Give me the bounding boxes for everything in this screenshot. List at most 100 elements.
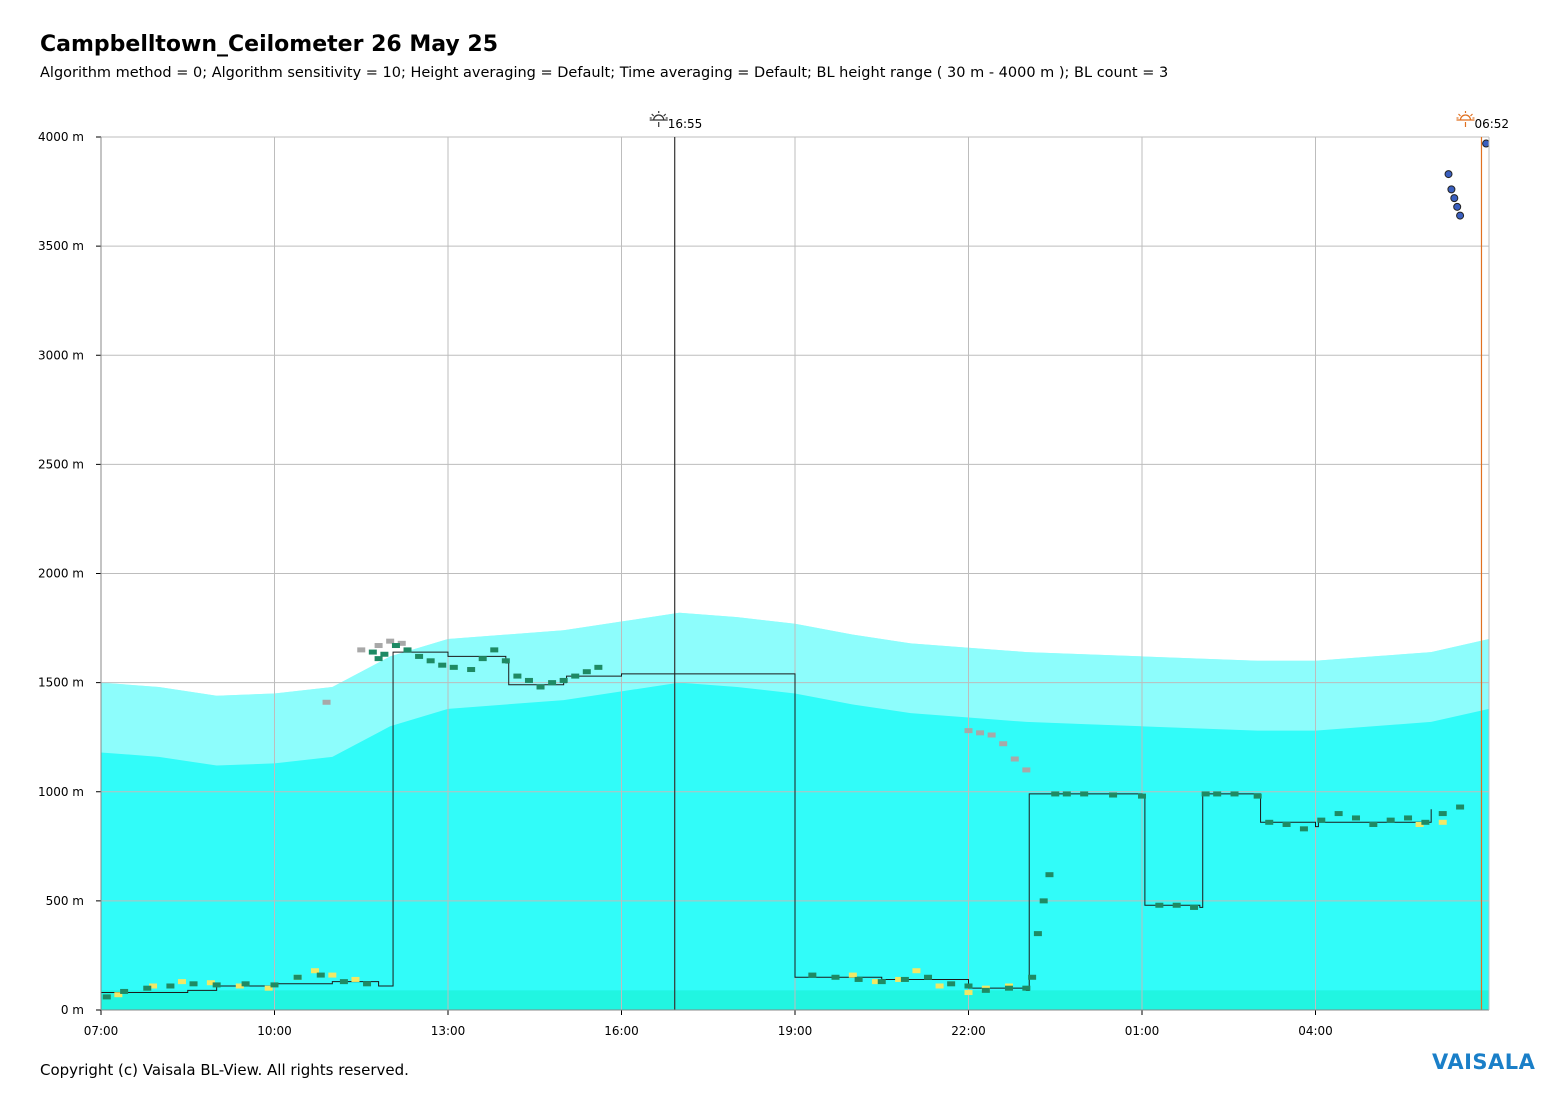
yellow-point: [206, 980, 215, 986]
bl-point: [559, 677, 568, 683]
bl-point: [368, 649, 377, 655]
residual-point: [374, 643, 383, 649]
y-tick-label: 1500 m: [38, 676, 84, 690]
bl-point: [1109, 792, 1118, 798]
copyright-text: Copyright (c) Vaisala BL-View. All right…: [40, 1061, 409, 1079]
bl-point: [1172, 902, 1181, 908]
bl-point: [1045, 872, 1054, 878]
x-tick-label: 19:00: [778, 1024, 813, 1038]
bl-point: [1438, 811, 1447, 817]
bl-point: [1039, 898, 1048, 904]
yellow-point: [895, 976, 904, 982]
bl-point: [1334, 811, 1343, 817]
bl-point: [964, 983, 973, 989]
bl-point: [877, 979, 886, 985]
bl-point: [594, 664, 603, 670]
yellow-point: [149, 983, 158, 989]
sunset-icon-ray: [663, 113, 667, 117]
bl-point: [316, 972, 325, 978]
yellow-point: [177, 979, 186, 985]
y-tick-label: 4000 m: [38, 130, 84, 144]
residual-point: [357, 647, 366, 653]
bl-point: [415, 653, 424, 659]
bl-point: [374, 656, 383, 662]
cloud-point: [1453, 202, 1462, 211]
y-tick-label: 2000 m: [38, 567, 84, 581]
yellow-point: [328, 972, 337, 978]
bl-point: [1369, 821, 1378, 827]
chart-axes: 07:00 10:00 13:00 16:00 19:00 22:00 01:00 04:00…: [38, 130, 1490, 1038]
y-tick-label: 0 m: [61, 1003, 84, 1017]
x-tick-label: 22:00: [951, 1024, 986, 1038]
bl-point: [478, 656, 487, 662]
bl-point: [1201, 791, 1210, 797]
yellow-point: [848, 972, 857, 978]
bl-point: [391, 643, 400, 649]
bl-point: [1265, 819, 1274, 825]
yellow-point: [964, 990, 973, 996]
bl-point: [102, 994, 111, 1000]
bl-point: [924, 974, 933, 980]
bl-point: [1213, 791, 1222, 797]
bl-point: [900, 976, 909, 982]
y-tick-label: 1000 m: [38, 785, 84, 799]
sunrise-icon-ray: [1470, 113, 1473, 117]
bl-series: [101, 139, 1489, 1000]
bl-point: [1190, 904, 1199, 910]
bl-point: [403, 647, 412, 653]
bl-point: [339, 979, 348, 985]
bl-point: [1051, 791, 1060, 797]
bl-point: [571, 673, 580, 679]
residual-point: [987, 732, 996, 738]
sunrise-time-label: 06:52: [1474, 117, 1509, 131]
bl-point: [1299, 826, 1308, 832]
sunset-icon-arc: [653, 114, 665, 121]
yellow-point: [351, 976, 360, 982]
y-tick-label: 500 m: [46, 894, 84, 908]
chart-subtitle: Algorithm method = 0; Algorithm sensitiv…: [40, 65, 1169, 81]
yellow-point: [310, 968, 319, 974]
residual-point: [386, 638, 395, 644]
bl-point: [166, 983, 175, 989]
residual-point: [322, 699, 331, 705]
yellow-point: [264, 985, 273, 991]
vaisala-logo: VAISALA: [1432, 1050, 1536, 1074]
x-tick-label: 16:00: [604, 1024, 639, 1038]
bl-point: [490, 647, 499, 653]
bl-point: [854, 976, 863, 982]
y-tick-label: 3000 m: [38, 348, 84, 362]
bl-point: [1351, 815, 1360, 821]
yellow-point: [871, 979, 880, 985]
bl-point: [189, 981, 198, 987]
cloud-point: [1456, 211, 1465, 220]
bl-point: [449, 664, 458, 670]
sunrise-icon-ray: [1458, 113, 1461, 117]
bl-point: [1033, 931, 1042, 937]
x-tick-label: 10:00: [257, 1024, 292, 1038]
bl-point: [1022, 985, 1031, 991]
sun-events: 16:55 06:52: [649, 111, 1509, 1010]
residual-point: [999, 741, 1008, 747]
bl-point: [1080, 791, 1089, 797]
bl-point: [1155, 902, 1164, 908]
bl-point: [582, 669, 591, 675]
yellow-point: [1438, 819, 1447, 825]
bl-point: [1028, 974, 1037, 980]
sunrise-icon: [1456, 111, 1475, 127]
residual-point: [976, 730, 985, 736]
yellow-point: [235, 983, 244, 989]
bl-point: [212, 982, 221, 988]
bl-point: [1317, 817, 1326, 823]
bl-point: [426, 658, 435, 664]
yellow-point: [114, 992, 123, 998]
cloud-point: [1444, 170, 1453, 179]
bl-point: [143, 985, 152, 991]
bl-point: [947, 981, 956, 987]
bl-point: [293, 974, 302, 980]
x-tick-label: 07:00: [84, 1024, 119, 1038]
sunset-icon: [649, 111, 668, 127]
bl-point: [1062, 791, 1071, 797]
residual-point: [964, 728, 973, 734]
bl-point: [438, 662, 447, 668]
bl-point: [380, 651, 389, 657]
